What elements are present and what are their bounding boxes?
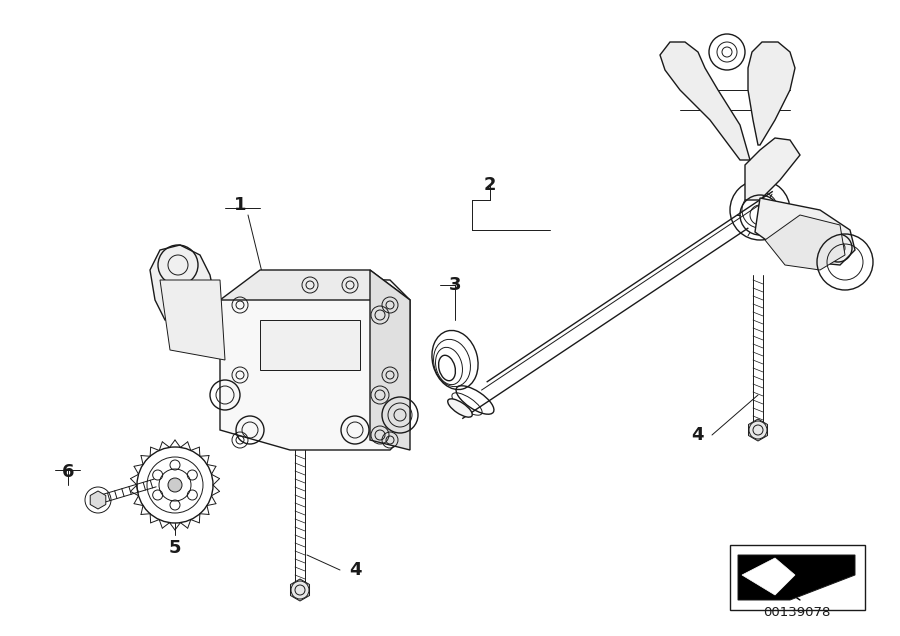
Polygon shape: [150, 245, 218, 320]
Text: 5: 5: [169, 539, 181, 557]
Polygon shape: [291, 579, 310, 601]
Bar: [730, 545, 865, 610]
Text: 4: 4: [349, 561, 361, 579]
Polygon shape: [220, 278, 410, 450]
Polygon shape: [370, 270, 410, 450]
Polygon shape: [749, 419, 768, 441]
Polygon shape: [748, 42, 795, 145]
Text: 1: 1: [234, 196, 247, 214]
Ellipse shape: [438, 356, 455, 381]
Circle shape: [749, 421, 767, 439]
Polygon shape: [738, 555, 855, 600]
Polygon shape: [90, 491, 106, 509]
Text: 6: 6: [62, 463, 74, 481]
Polygon shape: [765, 215, 845, 270]
Circle shape: [291, 581, 309, 599]
Polygon shape: [745, 138, 800, 200]
Polygon shape: [160, 280, 225, 360]
Polygon shape: [220, 270, 410, 300]
Text: 2: 2: [484, 176, 496, 194]
Ellipse shape: [447, 399, 473, 417]
Polygon shape: [755, 198, 855, 265]
Polygon shape: [742, 558, 795, 595]
Polygon shape: [660, 42, 750, 160]
Bar: [260, 320, 360, 370]
Circle shape: [168, 478, 182, 492]
Text: 00139078: 00139078: [763, 605, 831, 618]
Text: 3: 3: [449, 276, 461, 294]
Text: 4: 4: [691, 426, 703, 444]
